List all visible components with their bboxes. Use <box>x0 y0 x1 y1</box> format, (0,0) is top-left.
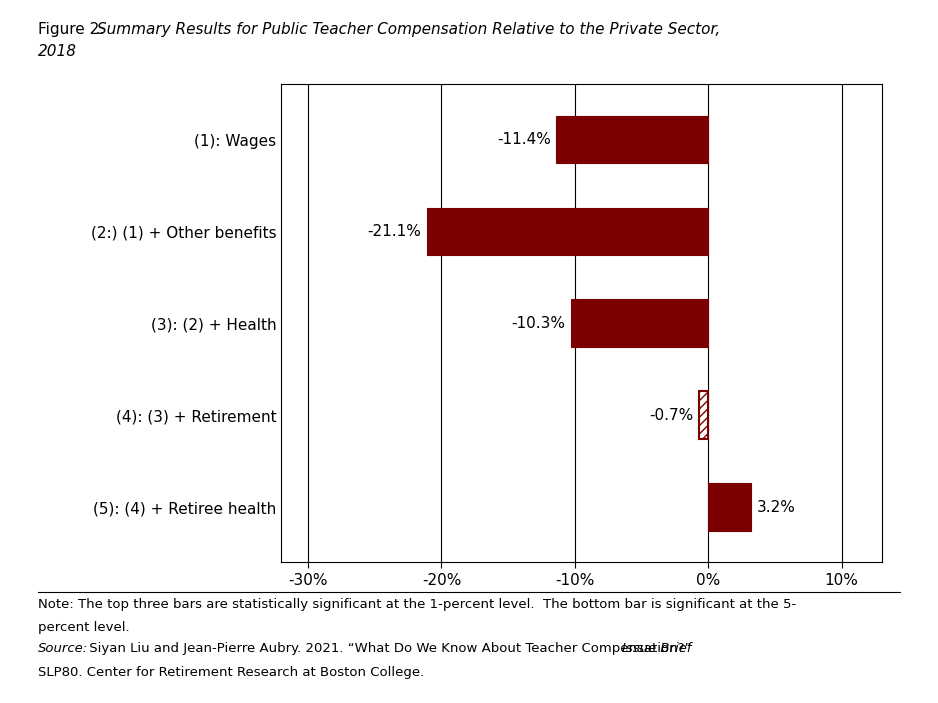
Text: Summary Results for Public Teacher Compensation Relative to the Private Sector,: Summary Results for Public Teacher Compe… <box>97 22 719 37</box>
Bar <box>556 115 708 163</box>
Text: -10.3%: -10.3% <box>511 316 566 331</box>
Bar <box>571 299 708 347</box>
Text: 3.2%: 3.2% <box>756 500 795 515</box>
Text: SLP80. Center for Retirement Research at Boston College.: SLP80. Center for Retirement Research at… <box>38 666 424 678</box>
Text: 2018: 2018 <box>38 44 77 58</box>
Text: -11.4%: -11.4% <box>497 132 551 147</box>
Bar <box>427 207 708 255</box>
Text: Siyan Liu and Jean-Pierre Aubry. 2021. “What Do We Know About Teacher Compensati: Siyan Liu and Jean-Pierre Aubry. 2021. “… <box>85 642 696 654</box>
Bar <box>708 484 751 531</box>
Text: Note: The top three bars are statistically significant at the 1-percent level.  : Note: The top three bars are statistical… <box>38 598 795 610</box>
Text: -0.7%: -0.7% <box>649 408 693 423</box>
Text: Issue Brief: Issue Brief <box>622 642 691 654</box>
Text: -21.1%: -21.1% <box>368 224 421 239</box>
Text: Figure 2.: Figure 2. <box>38 22 109 37</box>
Bar <box>699 392 708 439</box>
Text: percent level.: percent level. <box>38 621 129 634</box>
Text: Source:: Source: <box>38 642 88 654</box>
